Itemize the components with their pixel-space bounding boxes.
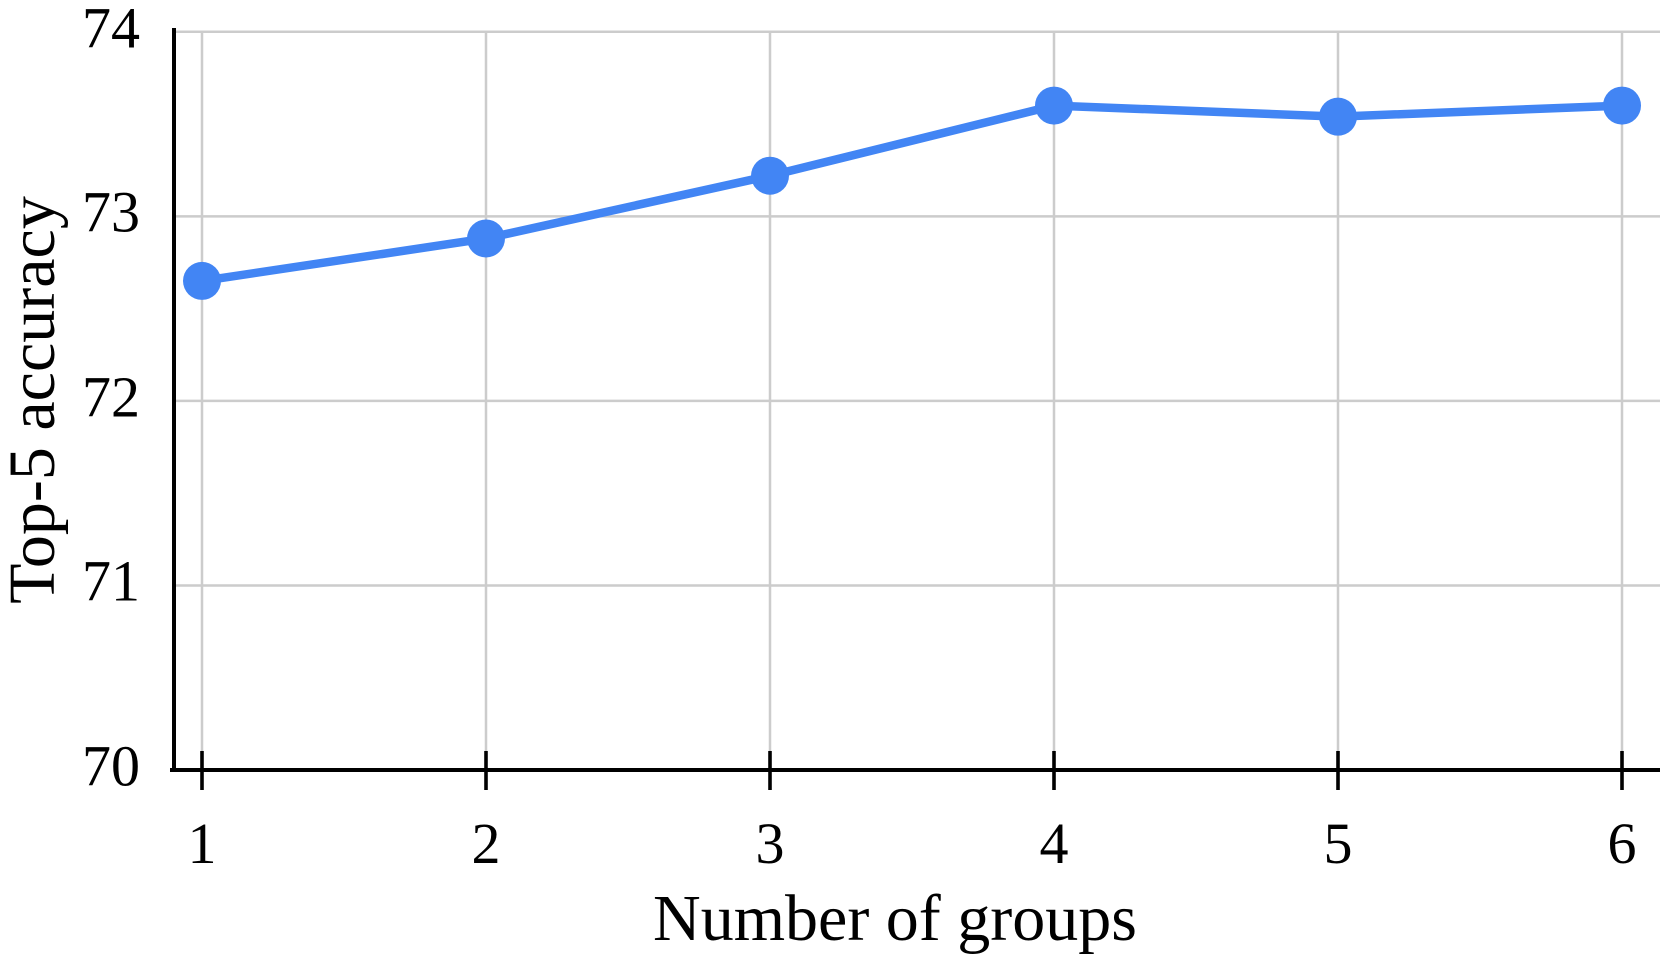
y-axis-tick-label: 73 <box>82 179 140 245</box>
data-point-marker <box>1035 86 1073 125</box>
x-axis-title: Number of groups <box>653 882 1137 955</box>
x-axis-tick-label: 3 <box>755 811 785 876</box>
x-axis-tick-label: 4 <box>1039 811 1069 876</box>
data-point-marker <box>1319 97 1357 136</box>
data-line <box>201 101 1623 286</box>
y-axis-tick-label: 74 <box>82 0 140 61</box>
y-axis-tick-label: 72 <box>82 364 140 430</box>
x-axis-tick-label: 6 <box>1607 811 1637 876</box>
x-axis-tick-label: 1 <box>187 811 217 876</box>
x-axis-tick-label: 5 <box>1323 811 1353 876</box>
y-axis-tick-label: 71 <box>82 548 140 614</box>
y-axis-title: Top-5 accuracy <box>0 196 69 604</box>
data-point-marker <box>183 261 221 300</box>
data-point-marker <box>751 156 789 195</box>
x-axis-tick-label: 2 <box>471 811 501 876</box>
data-point-marker <box>467 219 505 258</box>
data-point-marker <box>1603 86 1641 125</box>
y-axis-tick-label: 70 <box>82 733 140 799</box>
